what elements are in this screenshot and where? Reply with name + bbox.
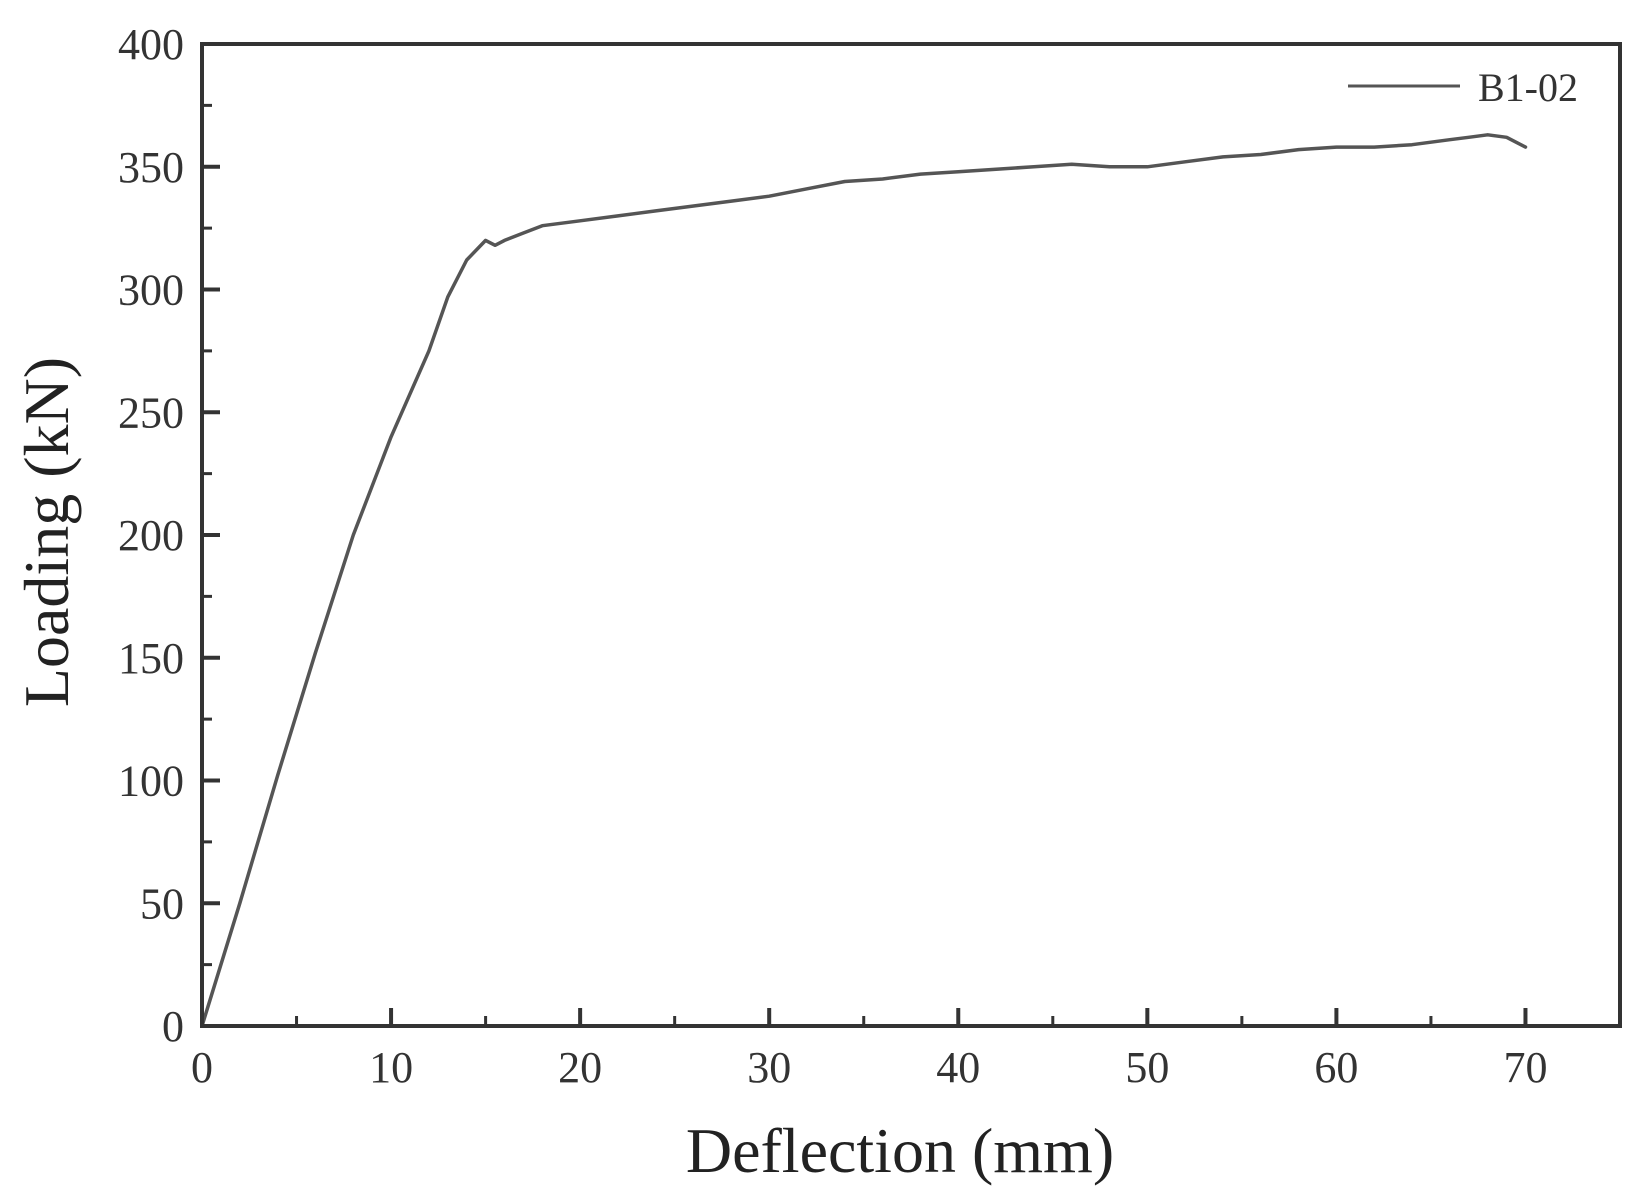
x-axis-title: Deflection (mm) bbox=[686, 1115, 1114, 1186]
x-tick-label: 30 bbox=[747, 1043, 791, 1092]
series-layer bbox=[200, 133, 1528, 1028]
y-axis-title: Loading (kN) bbox=[11, 357, 82, 707]
y-tick-label: 400 bbox=[118, 20, 184, 69]
tick-labels: 0 10 20 30 40 50 60 70 0 50 100 150 200 250 300 350 400 bbox=[118, 20, 1547, 1092]
x-tick-label: 0 bbox=[191, 1043, 213, 1092]
y-tick-label: 0 bbox=[162, 1002, 184, 1051]
y-tick-label: 300 bbox=[118, 266, 184, 315]
y-tick-label: 150 bbox=[118, 634, 184, 683]
plot-frame bbox=[200, 42, 1622, 1028]
y-tick-label: 200 bbox=[118, 511, 184, 560]
x-tick-label: 70 bbox=[1503, 1043, 1547, 1092]
minor-ticks bbox=[202, 103, 1622, 1026]
legend: B1-02 bbox=[1348, 65, 1578, 110]
y-tick-label: 350 bbox=[118, 143, 184, 192]
x-tick-label: 50 bbox=[1125, 1043, 1169, 1092]
major-ticks bbox=[200, 42, 1528, 1028]
legend-label: B1-02 bbox=[1478, 65, 1578, 110]
y-tick-label: 50 bbox=[140, 879, 184, 928]
y-tick-label: 100 bbox=[118, 757, 184, 806]
x-tick-label: 60 bbox=[1314, 1043, 1358, 1092]
x-tick-label: 10 bbox=[369, 1043, 413, 1092]
x-tick-label: 40 bbox=[936, 1043, 980, 1092]
series-line-B1-02 bbox=[200, 133, 1528, 1028]
x-tick-label: 20 bbox=[558, 1043, 602, 1092]
y-tick-label: 250 bbox=[118, 388, 184, 437]
